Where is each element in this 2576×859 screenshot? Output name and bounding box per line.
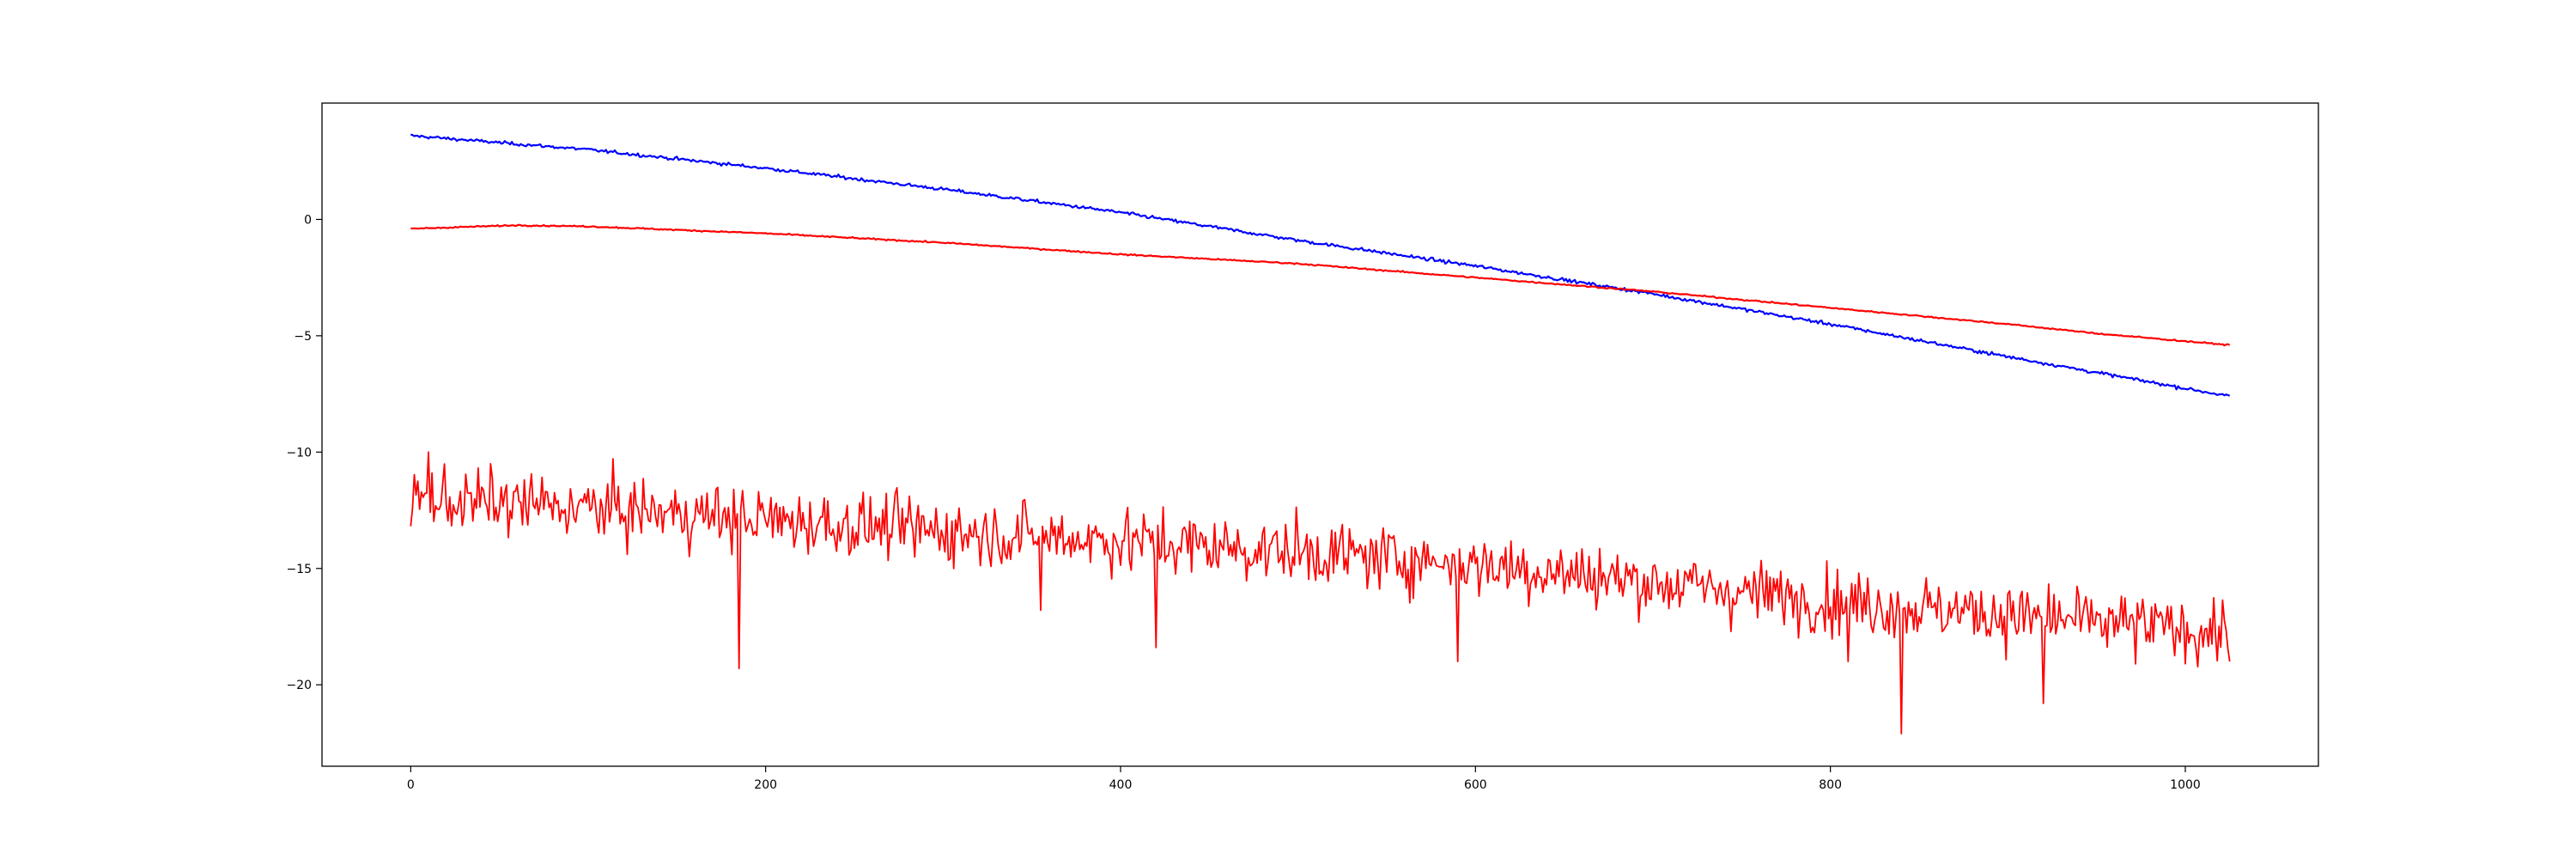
x-tick-label: 800 <box>1819 778 1842 792</box>
y-tick-label: 0 <box>304 213 312 227</box>
series-line-1 <box>410 133 2231 397</box>
tick-layer: 0 200 400 600 800 1000 0 −5 −10 −15 −20 <box>286 213 2200 792</box>
series-line-3 <box>410 451 2231 734</box>
series-line-2 <box>410 223 2231 347</box>
x-tick-label: 0 <box>407 778 415 792</box>
x-tick-label: 200 <box>754 778 777 792</box>
x-tick-label: 1000 <box>2170 778 2201 792</box>
x-tick-label: 600 <box>1464 778 1487 792</box>
y-tick-label: −5 <box>294 330 312 344</box>
y-tick-label: −20 <box>286 679 312 692</box>
y-tick-label: −15 <box>286 563 312 576</box>
series-layer <box>410 133 2231 734</box>
y-tick-label: −10 <box>286 446 312 460</box>
x-tick-label: 400 <box>1109 778 1133 792</box>
plot-area-frame <box>321 102 2319 767</box>
